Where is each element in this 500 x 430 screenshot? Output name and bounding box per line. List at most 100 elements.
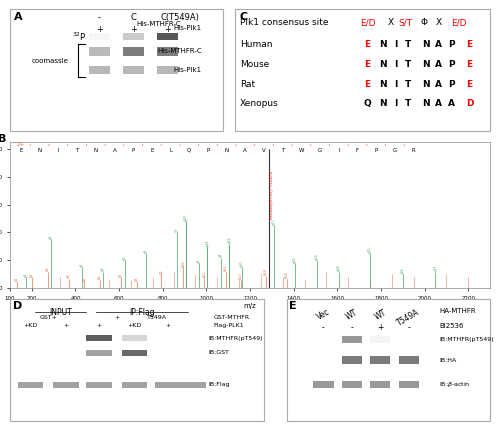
Text: T: T <box>405 99 411 108</box>
Text: +: + <box>164 25 171 34</box>
Bar <box>155 381 180 388</box>
Text: GST-MTHFR: GST-MTHFR <box>213 315 250 320</box>
Bar <box>342 336 362 343</box>
Text: coomassie: coomassie <box>32 58 68 64</box>
Bar <box>86 335 112 341</box>
Bar <box>89 33 110 40</box>
Text: -: - <box>408 323 410 332</box>
Text: y14: y14 <box>337 264 341 271</box>
Bar <box>313 381 334 388</box>
Text: y6: y6 <box>144 249 148 253</box>
Bar <box>370 356 390 364</box>
Text: +: + <box>165 323 170 329</box>
Bar <box>157 33 178 40</box>
Text: P: P <box>448 60 455 69</box>
Text: E: E <box>289 301 296 311</box>
Text: +: + <box>114 315 119 320</box>
Text: N: N <box>379 99 386 108</box>
Text: His-Plk1: His-Plk1 <box>174 25 202 31</box>
Bar <box>123 47 144 56</box>
Text: y1: y1 <box>24 272 28 276</box>
Text: His-Plk1: His-Plk1 <box>174 67 202 73</box>
Bar <box>86 381 112 388</box>
Text: E: E <box>466 60 472 69</box>
Text: GST+: GST+ <box>39 315 57 320</box>
Text: +KD: +KD <box>128 323 141 329</box>
Text: IB:GST: IB:GST <box>208 350 229 355</box>
Text: -: - <box>98 13 101 22</box>
Text: b5: b5 <box>82 276 86 281</box>
Text: b4: b4 <box>67 273 71 278</box>
Text: A: A <box>436 40 442 49</box>
Text: N: N <box>379 60 386 69</box>
Text: A: A <box>436 80 442 89</box>
Text: T: T <box>405 60 411 69</box>
Bar <box>157 47 178 56</box>
Text: Mouse: Mouse <box>240 60 269 69</box>
Text: G: G <box>393 148 397 153</box>
Text: BI2536: BI2536 <box>439 323 464 329</box>
Text: y7: y7 <box>176 227 180 232</box>
Text: y12: y12 <box>293 256 297 263</box>
Text: b10: b10 <box>181 260 185 267</box>
Text: N: N <box>379 80 386 89</box>
Text: INPUT: INPUT <box>50 307 72 316</box>
Text: His-MTHFR-C: His-MTHFR-C <box>136 21 182 27</box>
Text: b6: b6 <box>98 275 102 280</box>
Text: y9: y9 <box>218 252 222 257</box>
Text: b2: b2 <box>30 272 34 276</box>
Text: I: I <box>394 40 397 49</box>
Text: T: T <box>281 148 284 153</box>
Text: +: + <box>130 25 137 34</box>
Text: 2+: 2+ <box>16 142 25 147</box>
Text: D: D <box>12 301 22 311</box>
Text: E: E <box>364 60 370 69</box>
Text: E: E <box>466 80 472 89</box>
Text: Q: Q <box>364 99 372 108</box>
Text: y10: y10 <box>184 214 188 221</box>
Bar <box>122 381 147 388</box>
Text: His-MTHFR-C: His-MTHFR-C <box>157 49 202 55</box>
Text: C: C <box>240 12 248 22</box>
Text: +KD: +KD <box>23 323 38 329</box>
Text: y11: y11 <box>206 239 210 246</box>
Text: B: B <box>0 134 6 144</box>
Text: b7: b7 <box>119 272 123 276</box>
Bar <box>157 65 178 74</box>
Text: F: F <box>356 148 359 153</box>
Bar <box>123 33 144 40</box>
Text: y10: y10 <box>240 260 244 267</box>
Text: b14: b14 <box>264 268 268 275</box>
Text: -: - <box>350 323 353 332</box>
Text: A: A <box>448 99 455 108</box>
Text: b13: b13 <box>239 273 243 280</box>
Text: Xenopus: Xenopus <box>240 99 279 108</box>
Text: b12: b12 <box>224 264 228 271</box>
Text: S/T: S/T <box>398 18 413 28</box>
Text: N: N <box>422 40 430 49</box>
Text: D: D <box>466 99 473 108</box>
Bar <box>398 381 419 388</box>
Text: T549A: T549A <box>396 307 421 328</box>
Text: y4: y4 <box>101 267 105 271</box>
Bar <box>370 381 390 388</box>
Text: T: T <box>76 148 78 153</box>
Text: IB:MTHFR(pT549): IB:MTHFR(pT549) <box>439 337 494 342</box>
Text: Human: Human <box>240 40 272 49</box>
Text: y3: y3 <box>80 262 84 267</box>
Text: P: P <box>448 40 455 49</box>
Text: E: E <box>150 148 154 153</box>
Text: IP:Flag: IP:Flag <box>130 307 155 316</box>
Text: P: P <box>132 148 134 153</box>
Text: T549A: T549A <box>148 315 168 320</box>
Text: +: + <box>63 323 68 329</box>
Text: y16: y16 <box>400 267 404 274</box>
Text: Precursor[M+2H]²⁺=1290.4: Precursor[M+2H]²⁺=1290.4 <box>269 169 273 218</box>
Text: C: C <box>130 13 136 22</box>
Text: N: N <box>38 148 42 153</box>
X-axis label: m/z: m/z <box>244 303 256 308</box>
Text: W: W <box>298 148 304 153</box>
Text: I: I <box>394 60 397 69</box>
Text: X: X <box>436 18 442 28</box>
Bar <box>89 65 110 74</box>
